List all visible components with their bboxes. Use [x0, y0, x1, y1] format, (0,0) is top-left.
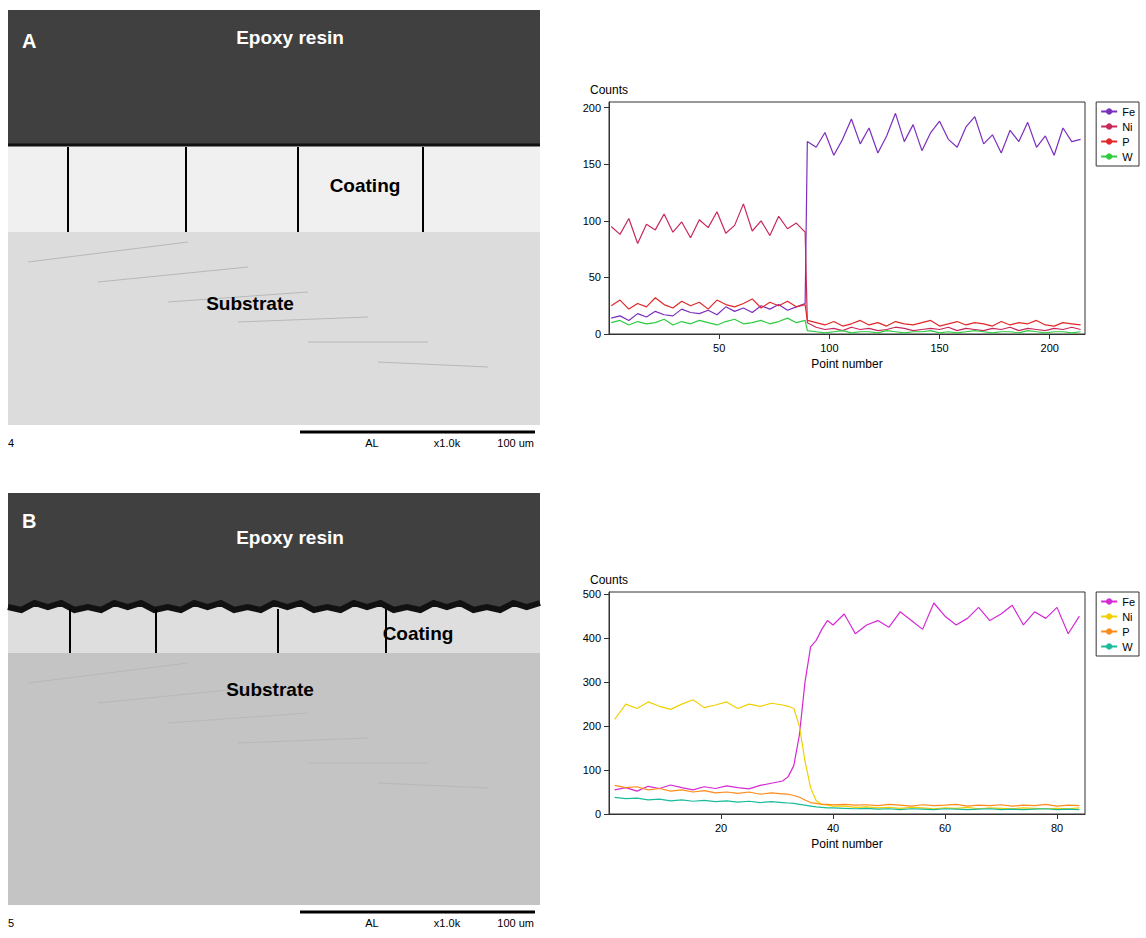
svg-text:60: 60 [939, 822, 951, 834]
svg-text:x1.0k: x1.0k [434, 437, 461, 449]
svg-text:500: 500 [583, 588, 601, 600]
svg-text:20: 20 [715, 822, 727, 834]
svg-text:Ni: Ni [1122, 121, 1132, 133]
svg-text:4: 4 [8, 437, 14, 449]
svg-text:50: 50 [589, 271, 601, 283]
svg-text:300: 300 [583, 676, 601, 688]
svg-text:100: 100 [820, 342, 838, 354]
svg-text:AL: AL [365, 437, 378, 449]
svg-text:150: 150 [583, 158, 601, 170]
svg-text:200: 200 [583, 720, 601, 732]
svg-text:Coating: Coating [383, 623, 454, 644]
svg-text:Coating: Coating [330, 175, 401, 196]
svg-text:100 um: 100 um [497, 437, 534, 449]
svg-text:Counts: Counts [590, 83, 628, 97]
svg-text:Ni: Ni [1122, 611, 1132, 623]
svg-text:Fe: Fe [1122, 106, 1135, 118]
svg-text:Counts: Counts [590, 573, 628, 587]
svg-text:200: 200 [583, 102, 601, 114]
svg-text:100 um: 100 um [497, 917, 534, 929]
svg-text:200: 200 [1041, 342, 1059, 354]
svg-text:P: P [1122, 626, 1129, 638]
svg-text:P: P [1122, 136, 1129, 148]
svg-text:Epoxy resin: Epoxy resin [236, 27, 344, 48]
svg-text:80: 80 [1051, 822, 1063, 834]
svg-text:Fe: Fe [1122, 596, 1135, 608]
svg-text:W: W [1122, 641, 1133, 653]
svg-text:A: A [22, 30, 36, 52]
svg-text:400: 400 [583, 632, 601, 644]
svg-text:Point number: Point number [811, 837, 882, 851]
svg-text:0: 0 [595, 328, 601, 340]
svg-text:W: W [1122, 151, 1133, 163]
svg-text:0: 0 [595, 808, 601, 820]
svg-text:Substrate: Substrate [206, 293, 294, 314]
svg-text:Substrate: Substrate [226, 679, 314, 700]
svg-text:100: 100 [583, 764, 601, 776]
svg-text:50: 50 [713, 342, 725, 354]
svg-text:40: 40 [827, 822, 839, 834]
svg-text:100: 100 [583, 215, 601, 227]
svg-text:Point number: Point number [811, 357, 882, 371]
svg-text:Epoxy resin: Epoxy resin [236, 527, 344, 548]
svg-text:5: 5 [8, 917, 14, 929]
svg-text:150: 150 [930, 342, 948, 354]
svg-text:AL: AL [365, 917, 378, 929]
svg-text:x1.0k: x1.0k [434, 917, 461, 929]
svg-text:B: B [22, 510, 36, 532]
